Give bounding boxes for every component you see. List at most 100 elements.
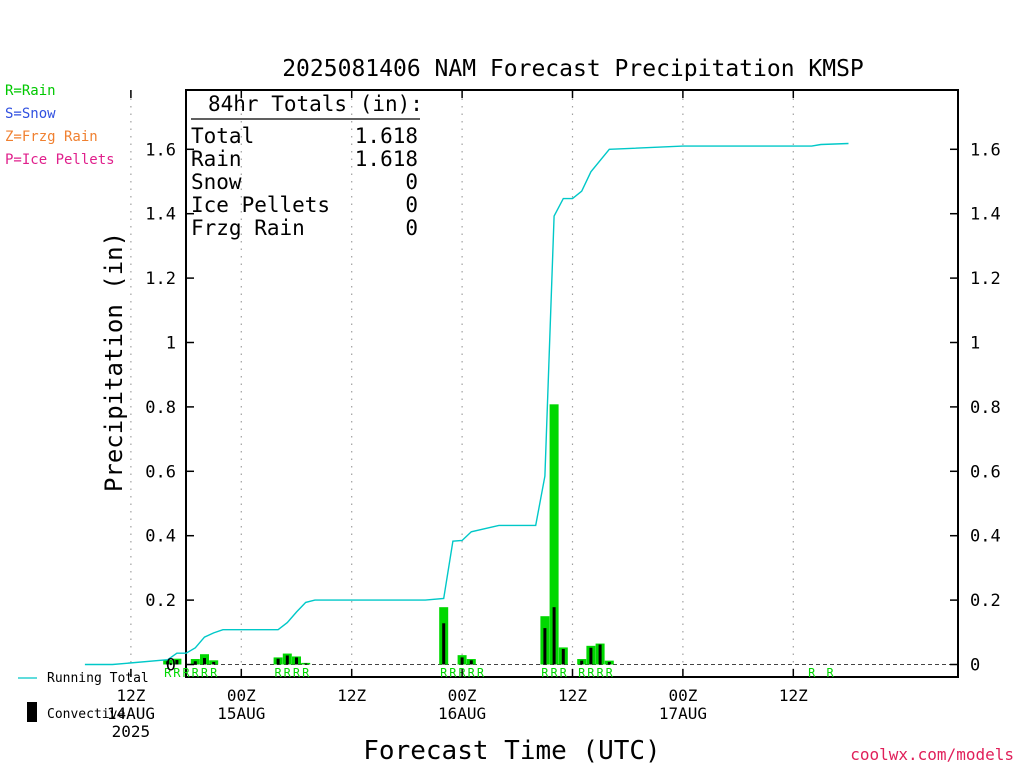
y-tick-label-right: 0.2 bbox=[970, 591, 1001, 611]
precip-type-code: R bbox=[449, 666, 457, 680]
y-tick-label-right: 1.4 bbox=[970, 205, 1001, 225]
precip-type-code: R bbox=[201, 666, 209, 680]
convective-bar bbox=[304, 663, 308, 665]
precip-type-codes: RRRRRRRRRRRRRRRRRRRRRRRR bbox=[164, 666, 834, 680]
precip-type-code: R bbox=[550, 666, 558, 680]
convective-bar bbox=[193, 661, 197, 665]
precip-type-legend: R=Rain S=Snow Z=Frzg Rain P=Ice Pellets bbox=[5, 83, 115, 168]
precip-type-code: R bbox=[477, 666, 485, 680]
running-total-group bbox=[84, 142, 849, 666]
chart-title: 2025081406 NAM Forecast Precipitation KM… bbox=[282, 56, 864, 82]
precip-type-code: R bbox=[274, 666, 282, 680]
x-axis-label: Forecast Time (UTC) bbox=[363, 736, 660, 766]
convective-bar bbox=[607, 661, 611, 665]
convective-bar bbox=[442, 623, 446, 665]
convective-bar bbox=[543, 628, 547, 665]
source-credit: coolwx.com/models bbox=[850, 745, 1014, 764]
x-tick-label: 12Z bbox=[779, 686, 808, 705]
convective-bar bbox=[212, 661, 216, 665]
convective-bar bbox=[175, 659, 179, 665]
precip-type-code: R bbox=[192, 666, 200, 680]
totals-value-ice-pellets: 0 bbox=[405, 193, 418, 217]
y-tick-label-right: 1 bbox=[970, 334, 980, 354]
totals-label-total: Total bbox=[191, 124, 254, 148]
totals-value-snow: 0 bbox=[405, 170, 418, 194]
precip-type-code: R bbox=[293, 666, 301, 680]
y-tick-label-left: 1.4 bbox=[145, 205, 176, 225]
y-axis-ticks: 0 00.2 0.20.4 0.40.6 0.60.8 0.81 11.2 1.21.4 1.4… bbox=[145, 140, 1000, 675]
x-tick-label: 00Z bbox=[227, 686, 256, 705]
y-tick-label-right: 0.4 bbox=[970, 527, 1001, 547]
y-axis-label: Precipitation (in) bbox=[100, 232, 128, 492]
legend-ice-pellets: P=Ice Pellets bbox=[5, 152, 115, 168]
y-tick-label-left: 0 bbox=[166, 656, 176, 676]
precip-type-code: R bbox=[164, 666, 172, 680]
totals-value-total: 1.618 bbox=[355, 124, 418, 148]
totals-header: 84hr Totals (in): bbox=[208, 92, 423, 116]
y-tick-label-right: 1.2 bbox=[970, 269, 1001, 289]
y-tick-label-left: 1.6 bbox=[145, 140, 176, 160]
precip-type-code: R bbox=[808, 666, 816, 680]
totals-box: 84hr Totals (in): Total 1.618 Rain 1.618… bbox=[191, 92, 423, 240]
legend-running-total-label: Running Total bbox=[47, 671, 149, 686]
convective-bar bbox=[295, 657, 298, 665]
x-tick-label: 12Z bbox=[337, 686, 366, 705]
legend-convective-swatch bbox=[27, 702, 37, 722]
series-legend: Running Total Convective bbox=[18, 671, 149, 722]
precip-type-code: R bbox=[210, 666, 218, 680]
y-tick-label-left: 0.6 bbox=[145, 462, 176, 482]
legend-rain: R=Rain bbox=[5, 83, 56, 99]
y-tick-label-left: 0.2 bbox=[145, 591, 176, 611]
y-tick-label-left: 0.8 bbox=[145, 398, 176, 418]
totals-label-snow: Snow bbox=[191, 170, 242, 194]
y-tick-label-left: 0.4 bbox=[145, 527, 176, 547]
rain-bar bbox=[549, 404, 559, 665]
precip-type-code: R bbox=[578, 666, 586, 680]
convective-bar bbox=[203, 658, 206, 665]
x-tick-label: 17AUG bbox=[659, 704, 707, 723]
convective-bar bbox=[561, 649, 565, 665]
precip-type-code: R bbox=[284, 666, 292, 680]
totals-label-ice-pellets: Ice Pellets bbox=[191, 193, 330, 217]
x-tick-label: 00Z bbox=[668, 686, 697, 705]
precip-type-code: R bbox=[826, 666, 834, 680]
x-tick-label: 00Z bbox=[448, 686, 477, 705]
totals-value-rain: 1.618 bbox=[355, 147, 418, 171]
y-tick-label-right: 1.6 bbox=[970, 140, 1001, 160]
convective-bar bbox=[276, 658, 280, 665]
precip-type-code: R bbox=[302, 666, 310, 680]
x-tick-label: 14AUG bbox=[107, 704, 155, 723]
y-tick-label-right: 0.6 bbox=[970, 462, 1001, 482]
grid-lines bbox=[130, 91, 794, 676]
convective-bar bbox=[469, 660, 473, 665]
x-tick-label: 12Z bbox=[116, 686, 145, 705]
convective-bar bbox=[580, 660, 584, 665]
convective-bar bbox=[460, 657, 464, 665]
precip-type-code: R bbox=[173, 666, 181, 680]
precip-type-code: R bbox=[440, 666, 448, 680]
y-tick-label-left: 1 bbox=[166, 334, 176, 354]
x-tick-label: 16AUG bbox=[438, 704, 486, 723]
precip-type-code: R bbox=[541, 666, 549, 680]
y-tick-label-right: 0 bbox=[970, 656, 980, 676]
convective-bar bbox=[166, 661, 170, 665]
totals-label-frzg-rain: Frzg Rain bbox=[191, 216, 305, 240]
totals-value-frzg-rain: 0 bbox=[405, 216, 418, 240]
totals-label-rain: Rain bbox=[191, 147, 242, 171]
legend-snow: S=Snow bbox=[5, 106, 56, 122]
y-tick-label-right: 0.8 bbox=[970, 398, 1001, 418]
x-tick-label: 15AUG bbox=[217, 704, 265, 723]
convective-bar bbox=[552, 607, 556, 665]
convective-bar bbox=[598, 644, 602, 665]
y-tick-label-left: 1.2 bbox=[145, 269, 176, 289]
precip-type-code: R bbox=[468, 666, 476, 680]
precip-type-code: R bbox=[560, 666, 568, 680]
precip-type-code: R bbox=[182, 666, 190, 680]
bars-group bbox=[163, 404, 614, 665]
x-tick-label: 12Z bbox=[558, 686, 587, 705]
precip-type-code: R bbox=[606, 666, 614, 680]
running-total-line bbox=[84, 142, 849, 666]
legend-convective-label: Convective bbox=[47, 707, 125, 722]
